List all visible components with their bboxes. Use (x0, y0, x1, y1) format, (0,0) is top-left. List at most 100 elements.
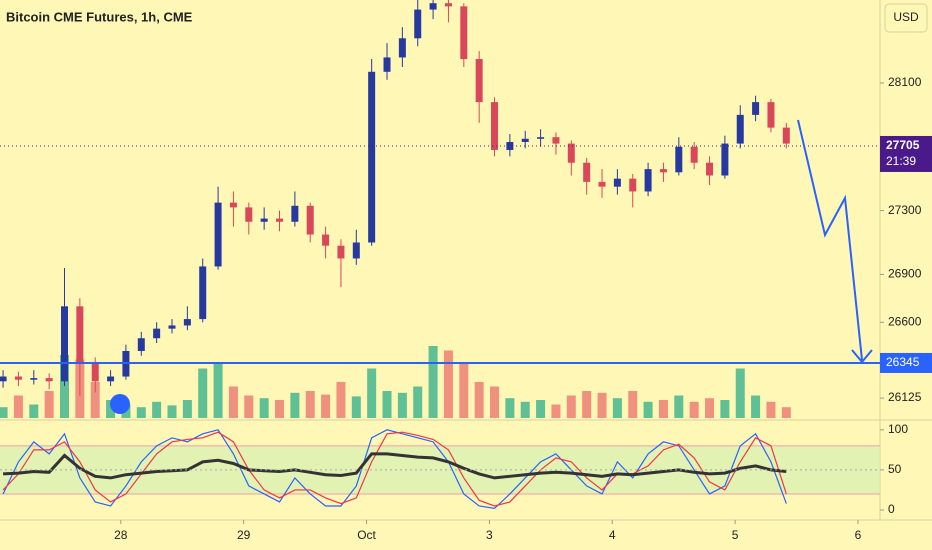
volume-bar (566, 395, 576, 418)
volume-bar (536, 400, 546, 418)
candle-body (721, 143, 729, 176)
volume-bar (336, 382, 346, 418)
arrow-head (851, 349, 873, 364)
volume-bar (90, 382, 100, 418)
x-tick-label: Oct (357, 528, 376, 542)
volume-layer (0, 346, 791, 418)
candle-body (521, 138, 529, 142)
volume-bar (551, 404, 561, 418)
volume-bar (628, 391, 638, 418)
candle-body (183, 319, 191, 326)
candle-body (398, 38, 406, 58)
candle-body (14, 376, 22, 380)
candle-body (45, 378, 53, 382)
volume-bar (689, 401, 699, 418)
candle-body (598, 181, 606, 187)
candle-body (506, 141, 514, 150)
x-tick-label: 3 (486, 528, 493, 542)
volume-bar (443, 350, 453, 418)
currency-button[interactable] (884, 3, 928, 33)
candle-body (199, 266, 207, 320)
volume-bar (44, 391, 54, 418)
volume-bar (290, 392, 300, 418)
volume-bar (351, 396, 361, 418)
volume-bar (198, 368, 208, 418)
volume-bar (428, 346, 438, 418)
candle-body (107, 376, 115, 382)
volume-bar (60, 355, 70, 418)
replay-icon[interactable] (110, 394, 130, 414)
candle-body (782, 127, 790, 144)
y-tick-label: 28100 (888, 75, 922, 89)
candle-body (214, 202, 222, 267)
volume-bar (705, 398, 715, 418)
candle-body (30, 378, 38, 380)
candle-body (383, 57, 391, 72)
candle-body (767, 102, 775, 128)
candle-body (337, 245, 345, 259)
candle-body (245, 207, 253, 222)
candle-body (444, 3, 452, 7)
volume-bar (106, 400, 116, 418)
volume-bar (321, 394, 331, 418)
candle-body (352, 242, 360, 259)
y-tick-label: 100 (888, 422, 908, 436)
y-tick-label: 26600 (888, 314, 922, 328)
level-label-bg (880, 352, 932, 373)
candle-body (675, 146, 683, 173)
axis-layer: 26125 26600 26900 27300 28100 0 50 100 28 29 Oct 3 4… (114, 75, 932, 542)
candle-body (613, 178, 621, 187)
price-layer (0, 0, 880, 396)
candle-body (736, 114, 744, 144)
candle-body (537, 137, 545, 139)
y-tick-label: 0 (888, 502, 895, 516)
volume-bar (29, 404, 39, 418)
indicator-layer (0, 429, 880, 510)
x-tick-label: 29 (237, 528, 251, 542)
candle-body (583, 162, 591, 182)
candle-body (429, 3, 437, 10)
candle-body (567, 143, 575, 163)
volume-bar (244, 395, 254, 418)
candle-body (752, 102, 760, 115)
candle-body (629, 178, 637, 192)
y-tick-label: 26125 (888, 390, 922, 404)
volume-bar (751, 395, 761, 418)
volume-bar (259, 398, 269, 418)
candle-body (91, 362, 99, 382)
volume-bar (13, 395, 23, 418)
volume-bar (643, 401, 653, 418)
volume-bar (413, 386, 423, 418)
last-price-label: 27705 (886, 138, 920, 152)
candle-body (552, 137, 560, 144)
candle-body (644, 169, 652, 192)
x-tick-label: 28 (114, 528, 128, 542)
volume-bar (474, 382, 484, 418)
volume-bar (720, 400, 730, 418)
indicator-line (2, 431, 787, 507)
volume-bar (658, 400, 668, 418)
volume-bar (167, 405, 177, 418)
candle-body (0, 376, 7, 382)
candle-body (229, 202, 237, 208)
volume-bar (612, 398, 622, 418)
volume-bar (182, 400, 192, 418)
volume-bar (582, 391, 592, 418)
candle-body (260, 218, 268, 222)
last-price-bg (880, 135, 932, 172)
chart-title: Bitcoin CME Futures, 1h, CME (6, 9, 193, 24)
level-label: 26345 (886, 355, 920, 369)
x-tick-label: 6 (855, 528, 862, 542)
volume-bar (382, 391, 392, 418)
volume-bar (275, 400, 285, 418)
candle-body (475, 59, 483, 103)
volume-bar (367, 368, 377, 418)
volume-bar (781, 407, 791, 418)
candle-body (291, 205, 299, 222)
volume-bar (305, 391, 315, 418)
volume-bar (735, 368, 745, 418)
y-tick-label: 26900 (888, 267, 922, 281)
volume-bar (766, 401, 776, 418)
